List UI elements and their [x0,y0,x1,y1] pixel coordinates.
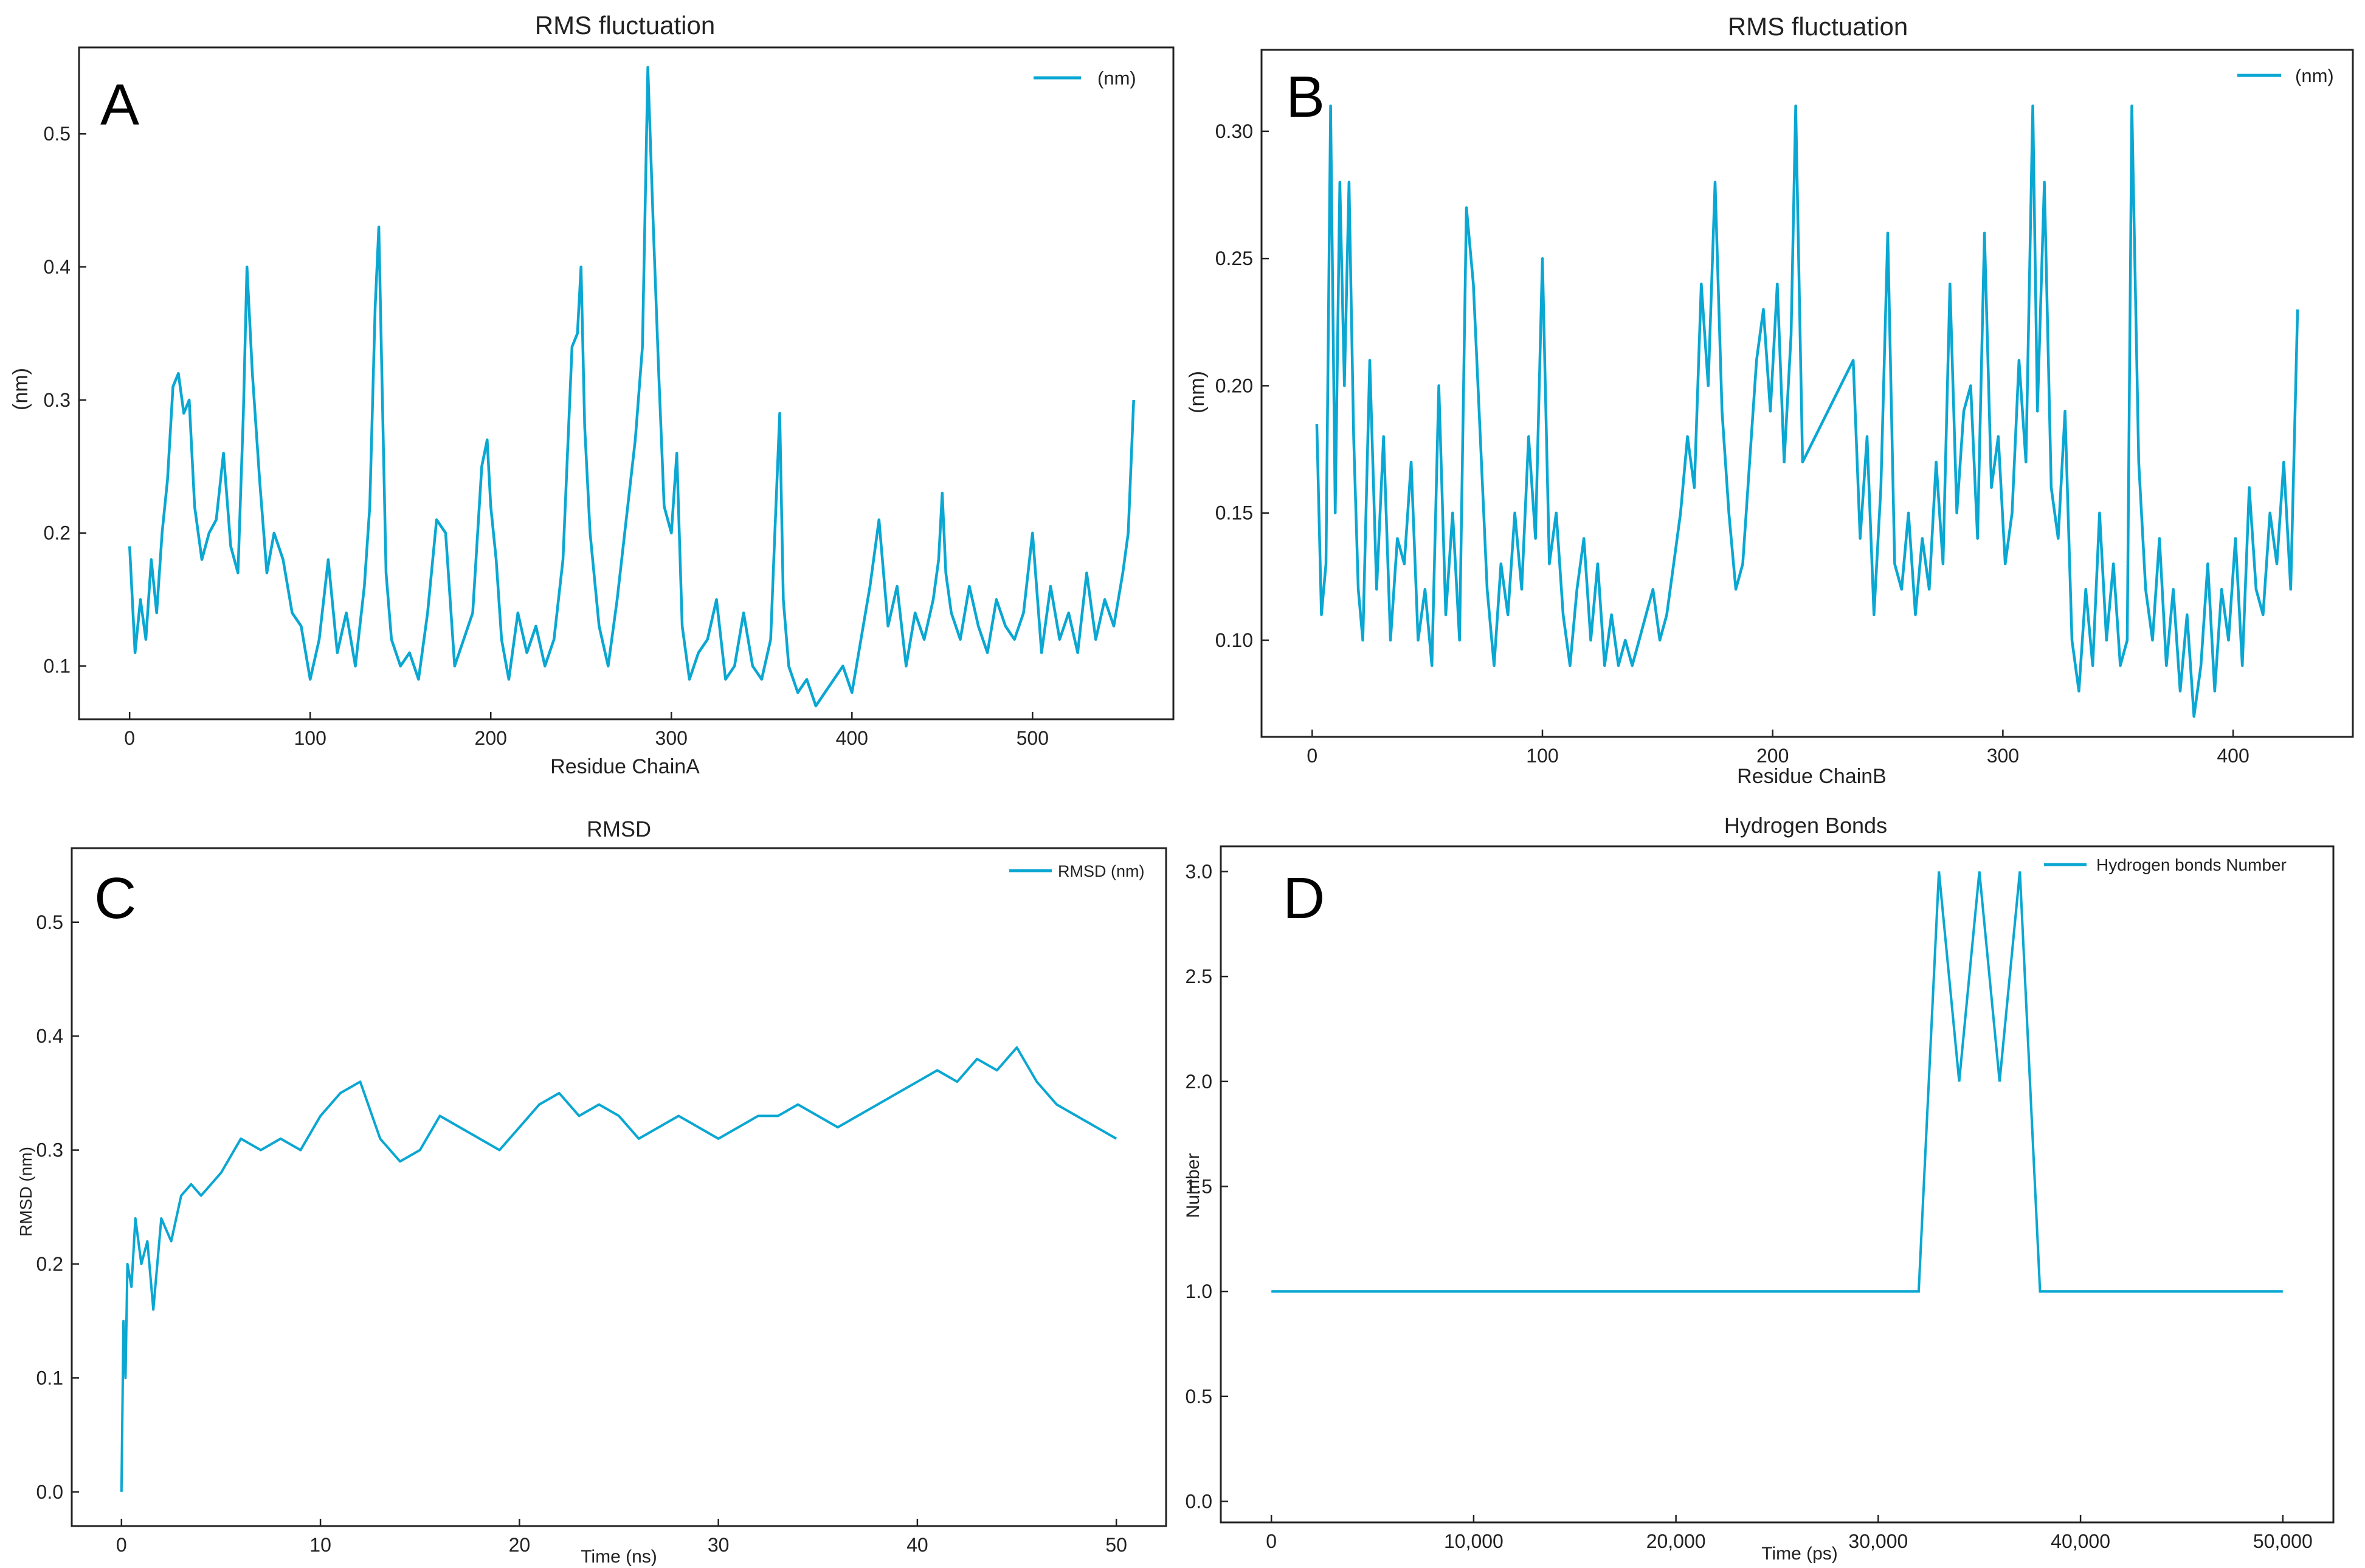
x-tick-label: 50 [1105,1534,1127,1556]
legend: Hydrogen bonds Number [2044,855,2287,874]
x-tick-label: 0 [1266,1530,1277,1552]
y-tick-label: 2.0 [1186,1071,1212,1093]
panel-d: Hydrogen Bonds D 0 10,000 20,000 30,000 40,0… [1183,813,2335,1564]
panel-label: A [100,72,139,137]
x-axis-label: Residue ChainA [550,755,700,778]
x-axis-label: Time (ns) [581,1547,657,1567]
x-tick-label: 200 [1756,745,1789,767]
panel-label: B [1286,64,1325,130]
chart-title: Hydrogen Bonds [1724,813,1887,838]
x-tick-label: 30 [708,1534,730,1556]
y-tick-label: 2.5 [1186,965,1212,987]
x-tick-label: 200 [475,727,507,749]
x-tick-label: 0 [1307,745,1317,767]
y-tick-label: 0.10 [1215,629,1253,651]
series-line [1271,871,2283,1293]
x-tick-label: 30,000 [1848,1530,1908,1552]
x-tick-label: 0 [116,1534,127,1556]
y-tick-label: 0.0 [1186,1490,1212,1512]
y-axis-ticks: 0.1 0.2 0.3 0.4 0.5 [44,123,86,677]
panel-b: RMS fluctuation B 0 100 200 300 400 0.10 0.15… [1186,12,2354,788]
plot-area [78,46,1175,720]
y-tick-label: 0.1 [36,1367,63,1389]
y-tick-label: 0.15 [1215,502,1253,524]
x-tick-label: 100 [294,727,326,749]
panel-label: D [1283,866,1325,931]
legend-label: (nm) [1097,67,1136,89]
y-tick-label: 0.4 [36,1025,63,1047]
x-tick-label: 400 [2217,745,2249,767]
y-axis-label: Number [1183,1153,1203,1218]
x-tick-label: 20,000 [1646,1530,1706,1552]
legend: (nm) [1034,67,1136,89]
x-tick-label: 40 [906,1534,928,1556]
panel-label: C [94,866,136,931]
y-tick-label: 0.30 [1215,120,1253,142]
chart-title: RMS fluctuation [535,11,715,40]
series-line [128,66,1135,708]
y-tick-label: 0.5 [1186,1386,1212,1407]
x-tick-label: 0 [124,727,135,749]
y-tick-label: 0.5 [36,911,63,933]
y-tick-label: 0.2 [44,522,71,544]
plot-area [71,847,1167,1527]
y-tick-label: 0.1 [44,655,71,677]
y-tick-label: 0.0 [36,1481,63,1503]
x-axis-label: Time (ps) [1761,1544,1838,1564]
y-axis-ticks: 0.0 0.5 1.0 1.5 2.0 2.5 3.0 [1186,860,1228,1512]
y-tick-label: 3.0 [1186,860,1212,882]
y-axis-ticks: 0.10 0.15 0.20 0.25 0.30 [1215,120,1269,651]
x-tick-label: 500 [1017,727,1049,749]
plot-area [1220,845,2335,1524]
x-tick-label: 300 [655,727,688,749]
y-tick-label: 0.3 [44,389,71,411]
series-line [1315,104,2299,718]
y-axis-label: RMSD (nm) [16,1147,35,1237]
x-axis-ticks: 0 100 200 300 400 [1307,730,2249,767]
chart-title: RMSD [587,817,651,841]
y-tick-label: 1.0 [1186,1280,1212,1302]
y-axis-label: (nm) [9,368,32,410]
x-tick-label: 100 [1526,745,1558,767]
x-tick-label: 300 [1987,745,2019,767]
y-tick-label: 0.5 [44,123,71,145]
y-axis-label: (nm) [1186,371,1209,413]
y-tick-label: 0.25 [1215,247,1253,269]
x-tick-label: 10,000 [1444,1530,1504,1552]
x-axis-label: Residue ChainB [1737,765,1887,788]
x-tick-label: 20 [509,1534,531,1556]
y-axis-ticks: 0.0 0.1 0.2 0.3 0.4 0.5 [36,911,79,1503]
x-axis-ticks: 0 10,000 20,000 30,000 40,000 50,000 [1266,1515,2313,1552]
plot-area [1260,49,2354,738]
legend: (nm) [2237,65,2334,86]
x-axis-ticks: 0 10 20 30 40 50 [116,1519,1127,1556]
y-tick-label: 0.3 [36,1139,63,1161]
legend: RMSD (nm) [1009,862,1145,880]
legend-label: Hydrogen bonds Number [2096,855,2287,874]
x-tick-label: 40,000 [2051,1530,2110,1552]
legend-label: RMSD (nm) [1058,862,1145,880]
panel-a: RMS fluctuation A 0 100 200 300 400 500 0.10.… [9,11,1175,778]
x-tick-label: 50,000 [2253,1530,2313,1552]
x-axis-ticks: 0 100 200 300 400 500 [124,712,1049,749]
panel-c: RMSD C 0 10 20 30 40 50 0.0 0.1 0.2 0.3 0.4 0.5 RM… [16,817,1167,1567]
x-tick-label: 10 [309,1534,331,1556]
y-tick-label: 0.4 [44,256,71,278]
y-tick-label: 0.20 [1215,375,1253,396]
y-tick-label: 0.2 [36,1253,63,1275]
legend-label: (nm) [2295,65,2334,86]
y-tick-label: 1.5 [1186,1175,1212,1197]
x-tick-label: 400 [836,727,868,749]
chart-title: RMS fluctuation [1728,12,1908,41]
series-line [120,1046,1117,1492]
